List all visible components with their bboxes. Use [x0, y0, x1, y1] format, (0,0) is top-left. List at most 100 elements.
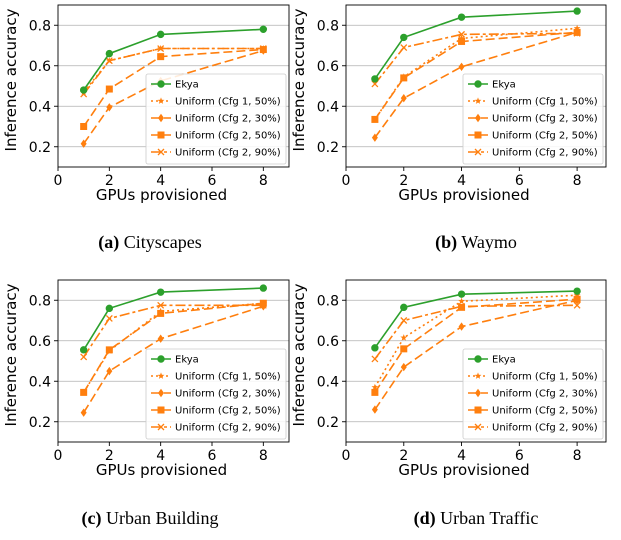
y-axis-label: Inference accuracy: [290, 8, 308, 151]
marker-square: [371, 388, 379, 396]
plot-frame: [57, 4, 290, 168]
y-tick-label: 0.8: [29, 293, 51, 309]
marker-star: [371, 115, 379, 123]
x-axis-label: GPUs provisioned: [96, 186, 227, 204]
x-tick-label: 6: [515, 448, 524, 464]
marker-x: [105, 315, 113, 322]
chart-panel: 0.2 0.4 0.6 0.8 0 2 4 6 8 GPUs provisioned Inferen…: [290, 279, 607, 479]
y-tick-label: 0.2: [29, 140, 51, 156]
plot-frame: [345, 4, 607, 168]
marker-x: [400, 44, 408, 51]
marker-circle: [156, 30, 165, 39]
x-tick-label: 4: [156, 448, 165, 464]
series-line: [374, 299, 578, 411]
marker-diamond: [458, 62, 465, 71]
series-line: [83, 302, 264, 393]
legend-label: Ekya: [492, 355, 516, 366]
marker-circle: [79, 346, 88, 354]
x-tick-label: 0: [54, 448, 63, 464]
marker-x: [573, 301, 581, 309]
marker-diamond: [158, 388, 164, 398]
marker-circle: [157, 80, 165, 88]
legend-label: Uniform (Cfg 1, 50%): [492, 372, 598, 383]
marker-star: [458, 297, 465, 305]
series-line: [83, 287, 264, 351]
caption-tag: (a): [98, 232, 120, 252]
x-tick-label: 6: [208, 173, 217, 189]
series-line: [374, 10, 578, 80]
marker-square: [474, 406, 482, 414]
x-tick-label: 2: [399, 173, 408, 189]
y-tick-label: 0.2: [29, 415, 51, 431]
legend-label: Uniform (Cfg 2, 90%): [492, 148, 598, 159]
series-line: [374, 298, 578, 393]
series-line: [374, 304, 578, 360]
marker-star: [80, 388, 88, 396]
marker-square: [458, 303, 466, 311]
caption-d: (d) Urban Traffic: [326, 508, 621, 529]
x-tick-label: 8: [573, 173, 582, 189]
marker-star: [458, 34, 465, 42]
legend-label: Uniform (Cfg 1, 50%): [175, 372, 281, 383]
y-tick-label: 0.4: [317, 374, 339, 390]
marker-star: [157, 44, 165, 52]
series-line: [83, 28, 264, 91]
marker-circle: [105, 49, 114, 58]
marker-star: [105, 57, 113, 64]
series-line: [374, 31, 578, 120]
marker-square: [80, 123, 88, 130]
marker-circle: [157, 355, 165, 363]
marker-square: [105, 85, 113, 93]
y-axis-label: Inference accuracy: [290, 283, 308, 426]
x-tick-label: 4: [457, 448, 466, 464]
marker-x: [458, 30, 466, 38]
legend-label: Uniform (Cfg 2, 50%): [492, 406, 598, 417]
marker-circle: [371, 75, 379, 83]
marker-square: [157, 53, 165, 61]
legend-label: Uniform (Cfg 2, 50%): [492, 131, 598, 142]
series-line: [83, 48, 264, 127]
caption-tag: (d): [413, 508, 436, 528]
x-tick-label: 6: [208, 448, 217, 464]
legend-box: [462, 348, 604, 440]
marker-x: [80, 353, 88, 361]
marker-star: [259, 44, 267, 52]
marker-star: [400, 334, 408, 341]
marker-x: [371, 355, 379, 363]
x-tick-label: 6: [515, 173, 524, 189]
legend-label: Ekya: [492, 80, 516, 91]
series-line: [83, 47, 264, 95]
x-tick-label: 0: [342, 448, 351, 464]
legend-label: Uniform (Cfg 2, 90%): [492, 423, 598, 434]
marker-circle: [474, 80, 482, 88]
marker-star: [371, 383, 379, 391]
x-tick-label: 0: [342, 173, 351, 189]
marker-circle: [457, 290, 466, 298]
caption-a: (a) Cityscapes: [0, 232, 300, 253]
marker-circle: [371, 344, 379, 352]
marker-diamond: [400, 93, 407, 103]
legend-label: Uniform (Cfg 2, 90%): [175, 423, 281, 434]
y-tick-label: 0.4: [29, 374, 51, 390]
marker-circle: [105, 304, 114, 313]
y-axis-label: Inference accuracy: [2, 283, 20, 426]
legend-label: Uniform (Cfg 2, 30%): [175, 389, 281, 400]
caption-text: Urban Building: [105, 508, 219, 528]
caption-text: Waymo: [461, 232, 517, 252]
marker-circle: [474, 355, 482, 363]
x-tick-label: 8: [259, 448, 268, 464]
marker-circle: [400, 33, 408, 42]
legend-box: [145, 348, 287, 440]
marker-diamond: [158, 113, 164, 123]
legend-box: [145, 73, 287, 165]
marker-star: [259, 299, 267, 307]
marker-diamond: [157, 334, 164, 343]
marker-x: [157, 301, 165, 309]
y-tick-label: 0.8: [317, 18, 339, 34]
marker-square: [474, 131, 482, 139]
marker-square: [400, 345, 408, 353]
legend-label: Uniform (Cfg 2, 50%): [175, 406, 281, 417]
marker-x: [157, 423, 165, 431]
marker-star: [474, 372, 482, 379]
legend-label: Ekya: [175, 355, 199, 366]
